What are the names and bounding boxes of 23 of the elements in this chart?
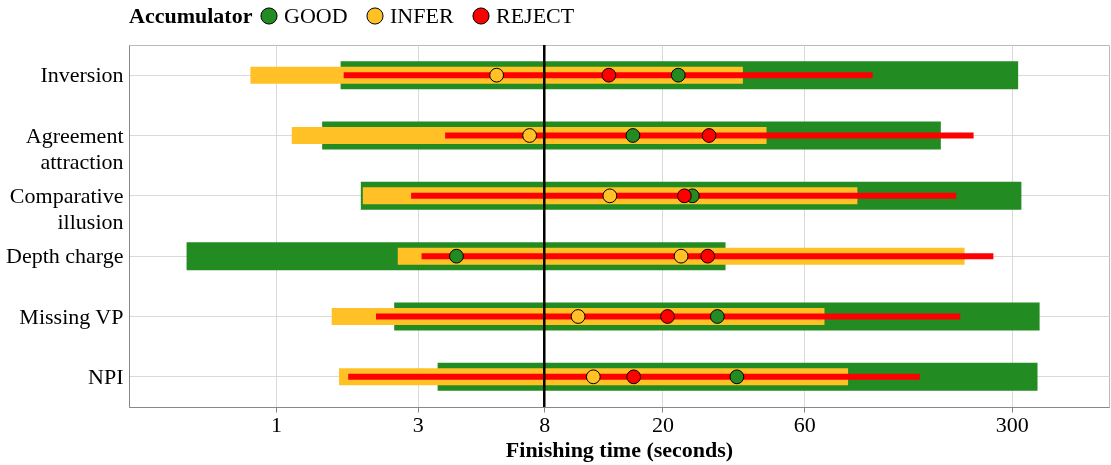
legend-label: INFER bbox=[390, 3, 454, 28]
x-axis-title: Finishing time (seconds) bbox=[505, 436, 734, 462]
y-tick-label: NPI bbox=[88, 363, 124, 389]
bar bbox=[411, 192, 957, 199]
bar bbox=[445, 132, 974, 139]
bar bbox=[375, 313, 961, 320]
x-tick-label: 20 bbox=[651, 411, 674, 437]
x-tick-label: 3 bbox=[412, 411, 424, 437]
y-tick-label: Depth charge bbox=[6, 243, 124, 269]
legend-label: GOOD bbox=[284, 3, 348, 28]
legend-label: REJECT bbox=[496, 3, 575, 28]
x-tick-label: 60 bbox=[793, 411, 816, 437]
x-tick-label: 1 bbox=[271, 411, 282, 437]
x-tick-label: 8 bbox=[539, 411, 551, 437]
y-tick-label: Comparative illusion bbox=[9, 182, 124, 234]
bar bbox=[348, 373, 920, 380]
y-tick-label: Agreement attraction bbox=[25, 122, 124, 174]
bar bbox=[343, 72, 873, 79]
y-tick-label: Inversion bbox=[40, 62, 124, 88]
legend-title: Accumulator bbox=[129, 3, 253, 28]
y-tick-label: Missing VP bbox=[19, 303, 124, 329]
x-tick-label: 300 bbox=[995, 411, 1029, 437]
bar bbox=[421, 253, 994, 260]
